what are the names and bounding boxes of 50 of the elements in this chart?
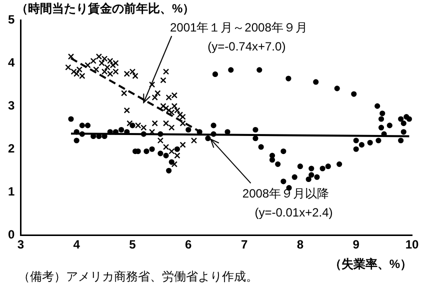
text: （備考）アメリカ商務省、労働省より作成。 <box>18 269 258 284</box>
point <box>162 68 170 75</box>
point <box>121 90 128 96</box>
x-tick-label: 6 <box>185 238 192 252</box>
y-axis-title: （時間当たり賃金の前年比、%） <box>16 1 195 16</box>
x-tick-label: 5 <box>129 238 136 252</box>
x-tick-label: 8 <box>296 238 304 252</box>
point <box>168 148 175 154</box>
y-tick-label: 3 <box>8 98 15 112</box>
point <box>160 103 166 110</box>
point <box>126 120 133 126</box>
point <box>174 152 180 159</box>
point <box>190 137 198 144</box>
y-tick-label: 5 <box>8 12 15 26</box>
point <box>124 70 130 77</box>
point <box>152 120 158 126</box>
point <box>162 120 170 126</box>
x-tick-label: 9 <box>352 238 360 252</box>
point <box>84 62 91 68</box>
point <box>70 68 77 75</box>
y-tick-label: 2 <box>8 141 15 156</box>
x-tick-label: 7 <box>240 238 248 252</box>
point <box>162 105 170 112</box>
point <box>166 107 172 114</box>
y-tick-label: 1 <box>8 184 15 198</box>
point <box>171 161 178 168</box>
point <box>140 124 147 131</box>
point <box>93 66 100 73</box>
point <box>68 54 74 60</box>
x-tick-label: 3 <box>17 238 24 252</box>
x-tick-label: 4 <box>73 238 80 252</box>
x-tick-label: 10 <box>405 238 419 252</box>
y-tick-label: 0 <box>8 228 15 242</box>
x-axis-title: （失業率、%） <box>329 257 412 272</box>
point <box>168 124 175 131</box>
y-tick-label: 4 <box>8 55 15 70</box>
point <box>180 142 186 148</box>
point <box>132 72 138 80</box>
point <box>171 92 178 98</box>
point <box>112 60 119 66</box>
point <box>148 81 156 88</box>
point <box>160 77 166 84</box>
annotation: 2001年１月～2008年９月 (y=-0.74x+7.0) <box>170 20 308 54</box>
point <box>90 58 96 64</box>
point <box>134 122 142 129</box>
point <box>124 107 130 114</box>
point <box>157 137 164 144</box>
point <box>65 64 72 70</box>
point <box>166 94 172 101</box>
point <box>162 144 170 150</box>
